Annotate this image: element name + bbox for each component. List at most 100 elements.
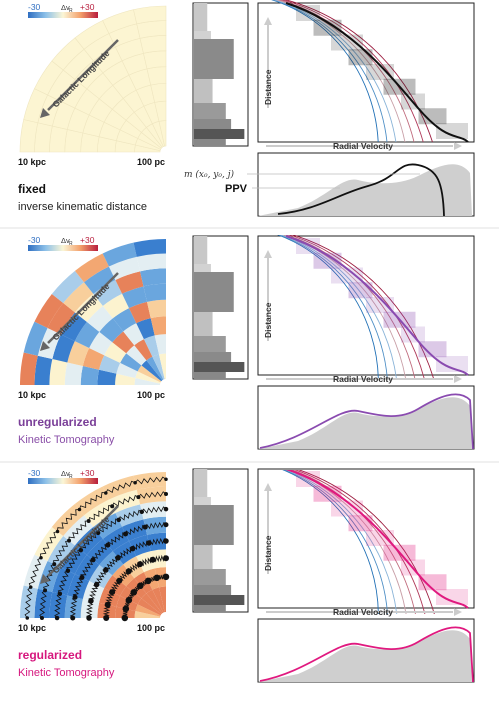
- panel-title: unregularized: [18, 415, 97, 429]
- spring: [57, 570, 69, 594]
- model-spectrum: [259, 626, 474, 683]
- spring: [94, 569, 107, 585]
- distance-arrowhead: [264, 250, 272, 258]
- histogram-bar: [194, 372, 226, 379]
- emission-blob: [331, 267, 363, 284]
- map-cell: [115, 373, 136, 385]
- emission-blob: [436, 123, 468, 139]
- spring: [80, 559, 94, 578]
- observed-spectrum: [258, 164, 472, 216]
- near-radius-label: 10 kpc: [18, 623, 46, 633]
- colorbar-mid-subscript: R: [69, 241, 73, 247]
- radial-velocity-label: Radial Velocity: [333, 141, 393, 151]
- map-cell: [34, 355, 53, 385]
- model-curve: [285, 235, 469, 376]
- colorbar-mid-label: Δv: [61, 236, 70, 245]
- emission-blob: [366, 530, 394, 546]
- map-cell: [152, 587, 165, 613]
- spring-node: [163, 522, 169, 528]
- far-radius-label: 100 pc: [137, 157, 165, 167]
- map-cell: [137, 365, 162, 383]
- map-cell: [49, 125, 68, 153]
- map-cell: [23, 554, 48, 589]
- map-cell: [112, 564, 135, 587]
- emission-blob: [313, 485, 342, 502]
- map-cell: [51, 270, 85, 304]
- ppv-label: PPV: [225, 183, 248, 195]
- spring: [97, 518, 119, 533]
- model-curve: [285, 470, 469, 609]
- histogram-bar: [194, 79, 213, 103]
- velocity-contour: [280, 235, 397, 379]
- map-cell: [143, 335, 160, 357]
- observed-spectrum: [258, 397, 472, 449]
- map-cell: [60, 545, 87, 575]
- spring: [88, 584, 99, 602]
- map-cell: [135, 371, 161, 384]
- map-cell: [74, 486, 109, 516]
- histogram-bar: [194, 585, 232, 595]
- spring: [68, 520, 89, 541]
- map-cell: [20, 352, 38, 385]
- map-cell: [128, 301, 151, 324]
- map-cell: [116, 595, 138, 612]
- velocity-contour: [283, 470, 388, 614]
- spring: [134, 476, 167, 485]
- distance-arrowhead: [264, 17, 272, 25]
- map-cell: [134, 339, 153, 361]
- map-cell: [134, 378, 161, 385]
- histogram-bar: [194, 505, 234, 545]
- distance-axis-label: Distance: [263, 302, 273, 338]
- map-cell: [63, 515, 94, 546]
- longitude-distance-map: [19, 5, 167, 153]
- map-cell: [84, 499, 116, 527]
- spring: [69, 596, 78, 619]
- longitude-distance-map: [20, 239, 166, 385]
- model-spectrum: [277, 163, 445, 217]
- map-cell: [120, 353, 142, 372]
- map-cell: [143, 50, 167, 70]
- longitude-arrowhead: [40, 108, 50, 118]
- histogram-bar: [194, 595, 245, 605]
- velocity-contour: [284, 0, 433, 142]
- spring-node: [164, 477, 168, 482]
- map-cell: [52, 567, 75, 596]
- spring: [107, 532, 126, 546]
- map-cell: [47, 303, 75, 335]
- model-spectrum: [259, 393, 474, 450]
- radial-velocity-label: Radial Velocity: [333, 607, 393, 617]
- ppv-panel-frame: [257, 2, 475, 143]
- map-cell: [115, 504, 144, 527]
- spring-node: [72, 594, 78, 600]
- map-cell: [133, 472, 166, 490]
- map-cell: [140, 268, 166, 287]
- colorbar-min-label: -30: [28, 235, 41, 245]
- panel-subtitle: Kinetic Tomography: [18, 667, 115, 679]
- map-cell: [133, 5, 167, 25]
- velocity-contour: [288, 470, 407, 614]
- spring-node: [163, 538, 169, 544]
- colorbar-max-label: +30: [80, 2, 95, 12]
- panel-title: regularized: [18, 648, 82, 662]
- ppv-panel-frame: [257, 235, 475, 376]
- velocity-contour: [285, 470, 398, 614]
- spring: [66, 549, 81, 571]
- spring: [138, 491, 167, 499]
- map-cell: [74, 293, 103, 322]
- spring-node: [163, 555, 169, 562]
- distance-histogram: [194, 469, 245, 612]
- observed-spectrum: [258, 630, 472, 682]
- map-cell: [152, 354, 165, 380]
- velocity-arrowhead: [454, 375, 462, 383]
- map-cell: [74, 526, 103, 555]
- map-cell: [86, 305, 113, 332]
- spring-node: [79, 575, 85, 581]
- spring: [24, 586, 33, 619]
- map-cell: [20, 585, 38, 618]
- histogram-bar: [194, 103, 226, 119]
- radial-velocity-label: Radial Velocity: [333, 374, 393, 384]
- spring-node: [86, 519, 91, 524]
